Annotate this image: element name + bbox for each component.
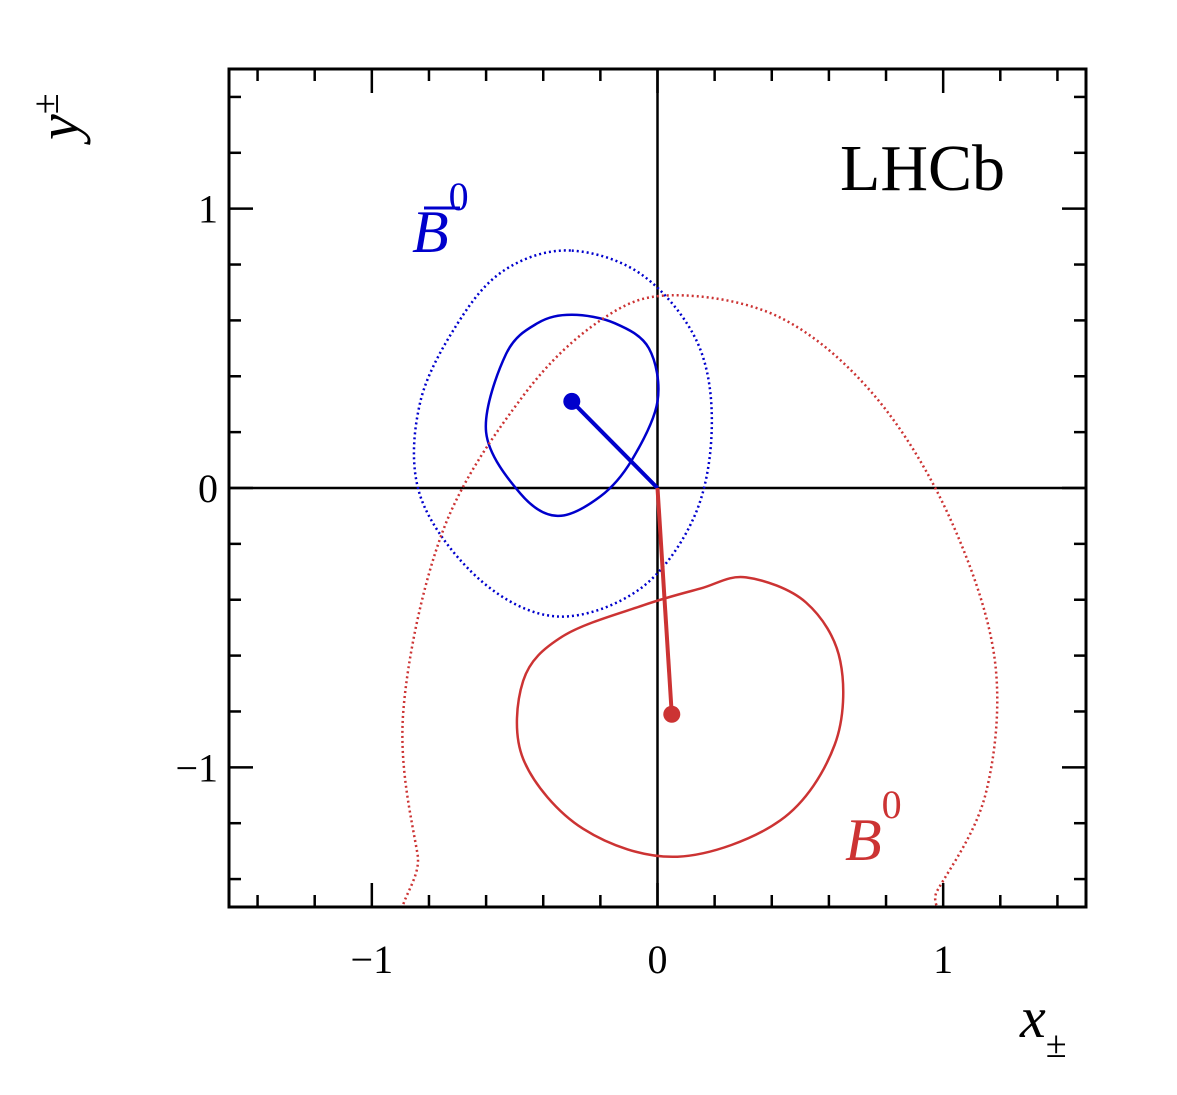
y-axis-title: y±	[25, 93, 91, 145]
x-axis-title: x±	[1019, 985, 1067, 1066]
series-0-point	[563, 392, 581, 410]
svg-text:B0: B0	[845, 782, 902, 873]
y-tick-label: −1	[175, 745, 218, 790]
series-label-b: B0	[845, 782, 902, 873]
x-axis-title-sub: ±	[1046, 1024, 1067, 1066]
x-tick-label: 1	[933, 937, 953, 982]
markers	[563, 392, 681, 723]
series-1-vector	[655, 487, 674, 715]
series-label-bbar-sup: 0	[449, 174, 469, 219]
svg-text:B0: B0	[412, 174, 469, 265]
series-1-point	[663, 705, 681, 723]
series-0-vector	[570, 399, 659, 490]
y-axis-title-main: y	[26, 114, 91, 145]
y-tick-label: 1	[198, 187, 218, 232]
series-1-inner-contour	[515, 575, 845, 858]
series-label-bbar-main: B	[412, 199, 449, 265]
series-label-b-main: B	[845, 807, 882, 873]
x-tick-label: −1	[351, 937, 394, 982]
lhcb-label: LHCb	[840, 132, 1005, 205]
series-0-inner-contour	[484, 313, 660, 518]
series-label-bbar: B0	[412, 174, 469, 265]
tick-labels: −1 0 1 −1 0 1	[175, 187, 953, 982]
ticks	[229, 69, 1086, 907]
x-axis-title-main: x	[1019, 985, 1046, 1050]
y-tick-label: 0	[198, 466, 218, 511]
contours	[401, 249, 999, 907]
series-0-outer-contour	[412, 249, 714, 618]
x-tick-label: 0	[648, 937, 668, 982]
series-label-b-sup: 0	[882, 782, 902, 827]
y-axis-title-sub: ±	[25, 93, 67, 114]
